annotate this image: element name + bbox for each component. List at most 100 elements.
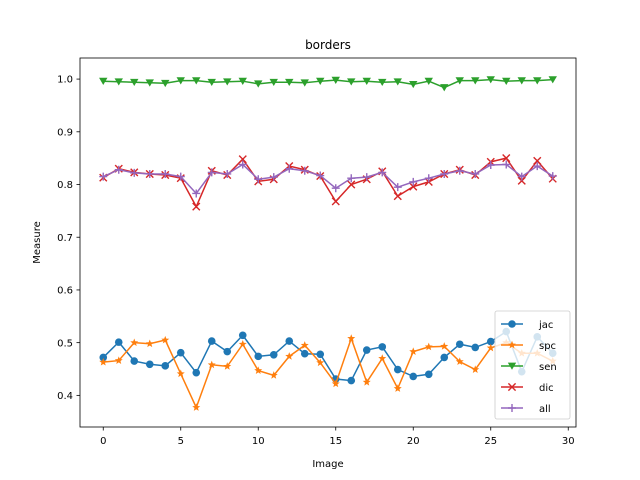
x-tick-label: 0 — [100, 436, 106, 447]
data-point-all — [455, 166, 464, 175]
data-point-sen — [440, 84, 449, 92]
data-point-sen — [238, 77, 247, 85]
series-all — [99, 160, 557, 198]
data-point-jac — [300, 349, 309, 358]
data-point-spc — [223, 362, 232, 370]
data-point-all — [486, 161, 495, 170]
data-point-dic — [347, 180, 356, 189]
data-point-all — [424, 174, 433, 183]
y-axis-label: Measure — [32, 221, 43, 264]
data-point-spc — [362, 377, 371, 386]
data-point-spc — [486, 343, 495, 352]
legend-item-jac: jac — [501, 320, 553, 331]
data-point-jac — [440, 353, 449, 362]
legend-label-sen: sen — [539, 362, 557, 373]
x-tick-label: 30 — [562, 436, 575, 447]
data-point-all — [316, 171, 325, 180]
data-point-all — [331, 184, 340, 193]
data-point-all — [517, 172, 526, 181]
data-point-jac — [362, 346, 371, 354]
data-point-all — [362, 173, 371, 182]
data-point-sen — [409, 80, 418, 89]
data-point-sen — [285, 78, 294, 87]
y-tick-label: 0.9 — [57, 127, 73, 138]
data-point-jac — [269, 350, 278, 359]
data-point-dic — [533, 156, 542, 165]
data-point-sen — [517, 77, 526, 85]
data-point-spc — [238, 340, 247, 348]
data-point-spc — [285, 352, 294, 360]
data-point-jac — [176, 348, 185, 357]
data-point-all — [99, 172, 108, 181]
y-axis: 0.4 0.5 0.6 0.7 0.8 0.9 1.0 — [57, 75, 80, 402]
legend-marker-spc — [508, 340, 516, 349]
data-point-jac — [161, 362, 170, 370]
data-point-spc — [378, 354, 387, 362]
data-point-spc — [347, 334, 356, 342]
data-point-spc — [254, 366, 263, 374]
data-point-spc — [455, 357, 464, 366]
data-point-sen — [269, 78, 278, 87]
data-point-jac — [455, 340, 464, 349]
data-point-all — [130, 168, 139, 177]
data-point-dic — [517, 176, 526, 185]
data-point-sen — [378, 78, 387, 87]
data-point-jac — [130, 357, 139, 365]
data-point-all — [192, 189, 201, 198]
data-point-jac — [238, 331, 247, 340]
data-point-jac — [254, 352, 263, 361]
legend-box — [494, 310, 571, 420]
y-tick-label: 1.0 — [57, 75, 73, 86]
data-point-jac — [223, 347, 232, 356]
series-jac — [99, 327, 557, 385]
data-point-all — [238, 160, 247, 169]
data-point-jac — [99, 353, 108, 362]
data-point-sen — [161, 79, 170, 88]
chart-title: borders — [305, 38, 351, 52]
plot-frame — [79, 57, 577, 428]
data-point-spc — [145, 339, 154, 348]
data-point-spc — [176, 369, 185, 378]
data-point-jac — [347, 376, 356, 385]
data-point-jac — [378, 343, 387, 351]
x-axis-label: Image — [312, 459, 343, 470]
data-point-all — [145, 169, 154, 178]
data-point-all — [269, 173, 278, 182]
legend-label-spc: spc — [539, 341, 556, 352]
data-point-spc — [471, 365, 480, 373]
data-point-sen — [145, 79, 154, 87]
data-point-all — [285, 164, 294, 173]
data-point-jac — [393, 365, 402, 374]
data-point-dic — [331, 197, 340, 206]
legend-marker-dic — [507, 382, 517, 392]
y-tick-label: 0.5 — [57, 338, 73, 349]
data-point-spc — [269, 371, 278, 379]
legend-marker-jac — [508, 320, 516, 328]
data-point-sen — [455, 77, 464, 85]
plot-area — [99, 76, 557, 411]
x-tick-label: 5 — [178, 436, 184, 447]
y-tick-label: 0.4 — [57, 391, 73, 402]
data-point-all — [409, 177, 418, 186]
data-point-all — [471, 169, 480, 178]
data-point-sen — [207, 78, 216, 87]
data-point-spc — [440, 342, 449, 350]
x-tick-label: 25 — [484, 436, 497, 447]
y-tick-label: 0.8 — [57, 180, 73, 191]
data-point-dic — [393, 192, 402, 201]
data-point-dic — [409, 182, 418, 191]
data-point-spc — [393, 384, 402, 392]
data-point-all — [502, 160, 511, 169]
data-point-spc — [130, 338, 139, 347]
data-point-dic — [502, 154, 511, 163]
data-point-all — [223, 169, 232, 178]
data-point-all — [533, 162, 542, 171]
legend-label-jac: jac — [538, 320, 553, 331]
data-point-spc — [207, 360, 216, 369]
data-point-sen — [114, 78, 123, 86]
data-point-sen — [424, 77, 433, 85]
data-point-spc — [300, 341, 309, 349]
data-point-sen — [393, 78, 402, 86]
data-point-sen — [533, 77, 542, 85]
